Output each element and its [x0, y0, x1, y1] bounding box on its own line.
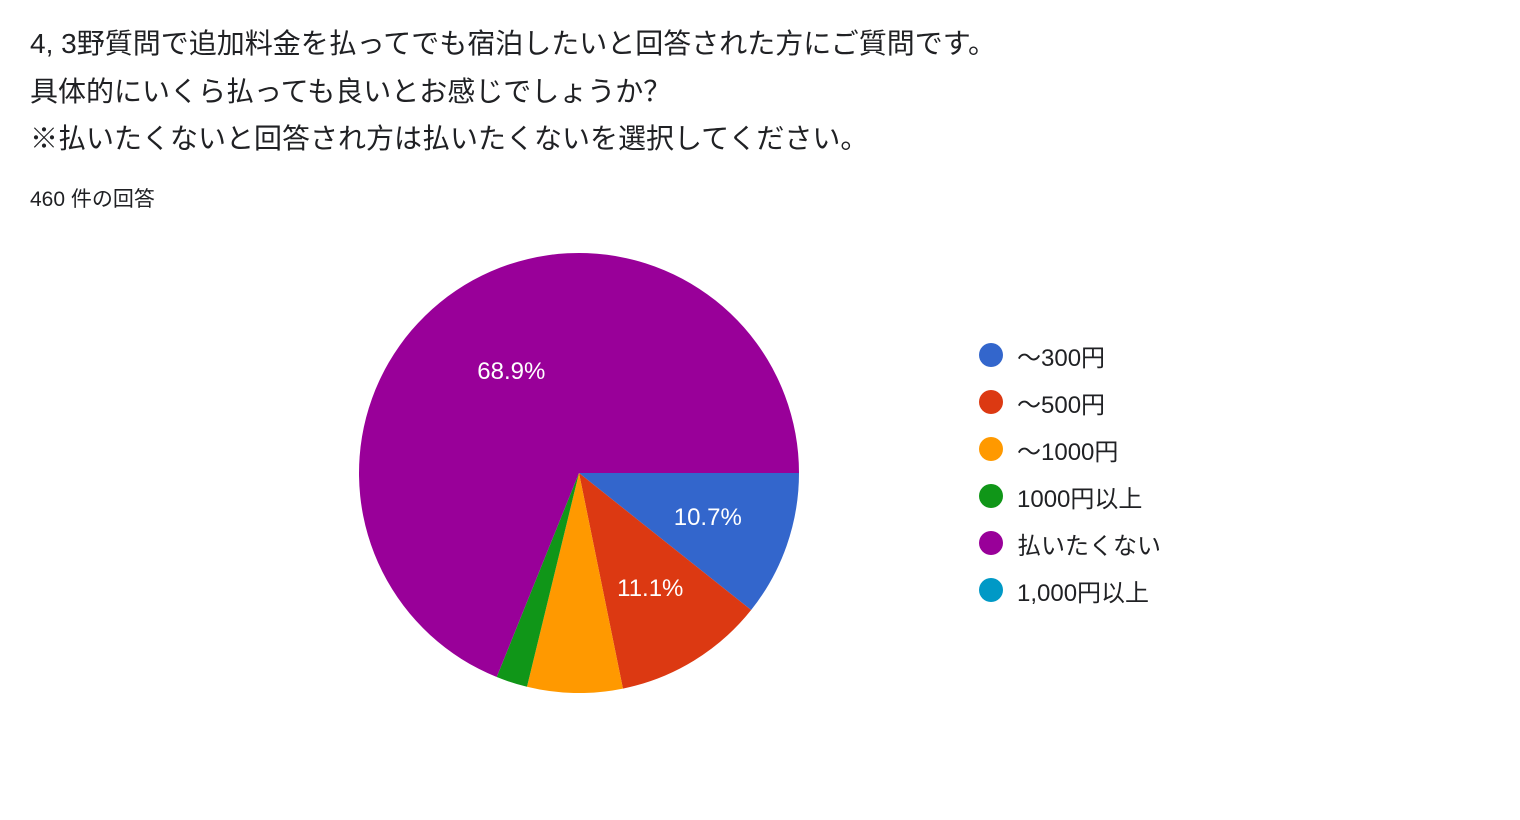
legend-label-1: ～500円 — [1017, 385, 1105, 420]
legend-item-0: ～300円 — [979, 338, 1161, 373]
pie-chart: 10.7% 11.1% 68.9% — [359, 253, 799, 693]
question-title: 4, 3野質問で追加料金を払ってでも宿泊したいと回答された方にご質問です。 具体… — [30, 20, 1490, 163]
pie-slice-label-1: 11.1% — [617, 575, 683, 603]
pie-svg — [359, 253, 799, 693]
legend-swatch-0 — [979, 343, 1003, 367]
chart-container: 10.7% 11.1% 68.9% ～300円 ～500円 ～1000円 1000円以上払… — [30, 253, 1490, 693]
legend-swatch-5 — [979, 578, 1003, 602]
legend-item-5: 1,000円以上 — [979, 573, 1161, 608]
legend: ～300円 ～500円 ～1000円 1000円以上払いたくない 1,000円以上 — [979, 338, 1161, 608]
legend-swatch-1 — [979, 390, 1003, 414]
legend-item-4: 払いたくない — [979, 526, 1161, 561]
pie-slice-label-4: 68.9% — [477, 358, 545, 386]
legend-item-1: ～500円 — [979, 385, 1161, 420]
legend-swatch-4 — [979, 531, 1003, 555]
legend-item-3: 1000円以上 — [979, 479, 1161, 514]
legend-label-2: ～1000円 — [1017, 432, 1118, 467]
legend-swatch-2 — [979, 437, 1003, 461]
pie-slice-label-0: 10.7% — [674, 504, 742, 532]
legend-label-4: 払いたくない — [1017, 526, 1161, 561]
legend-label-5: 1,000円以上 — [1017, 573, 1149, 608]
response-count: 460 件の回答 — [30, 183, 1490, 213]
question-line-2: 具体的にいくら払っても良いとお感じでしょうか？ — [30, 68, 1490, 116]
legend-label-0: ～300円 — [1017, 338, 1105, 373]
legend-label-3: 1000円以上 — [1017, 479, 1142, 514]
question-line-3: ※払いたくないと回答され方は払いたくないを選択してください。 — [30, 115, 1490, 163]
legend-swatch-3 — [979, 484, 1003, 508]
legend-item-2: ～1000円 — [979, 432, 1161, 467]
question-line-1: 4, 3野質問で追加料金を払ってでも宿泊したいと回答された方にご質問です。 — [30, 20, 1490, 68]
